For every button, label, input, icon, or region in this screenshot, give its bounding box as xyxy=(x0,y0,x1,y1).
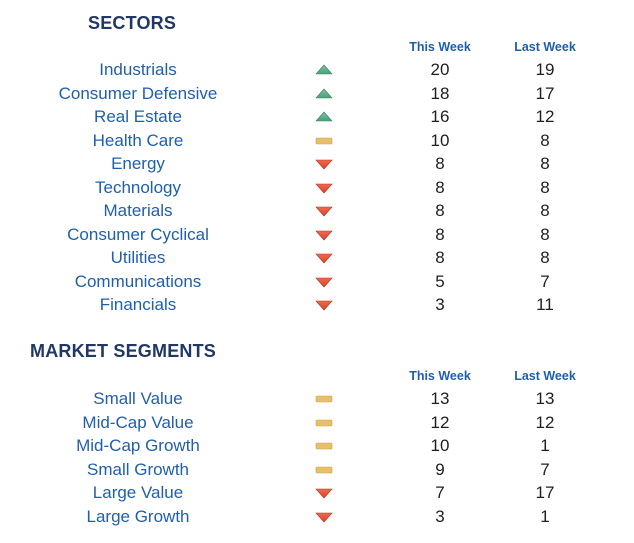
last-week-value: 8 xyxy=(540,248,550,267)
table-row: Technology 8 8 xyxy=(0,176,634,200)
table-row: Communications 5 7 xyxy=(0,270,634,294)
triangle-down-icon xyxy=(314,511,334,523)
row-label: Technology xyxy=(94,177,181,197)
this-week-value: 3 xyxy=(435,506,445,526)
last-week-value: 17 xyxy=(535,483,555,502)
this-week-value: 8 xyxy=(435,177,445,197)
this-week-value: 16 xyxy=(430,107,450,126)
triangle-down-icon xyxy=(314,299,334,311)
last-week-value: 8 xyxy=(540,177,550,197)
dash-icon xyxy=(314,135,334,147)
row-label: Consumer Defensive xyxy=(58,83,218,103)
this-week-value: 3 xyxy=(435,295,445,314)
this-week-value: 9 xyxy=(435,459,445,479)
dash-icon xyxy=(314,393,334,405)
row-label: Health Care xyxy=(92,130,184,150)
last-week-value: 12 xyxy=(535,412,555,432)
last-week-value: 8 xyxy=(540,130,550,150)
row-label: Industrials xyxy=(99,60,177,79)
row-label: Real Estate xyxy=(94,107,182,126)
triangle-down-icon xyxy=(314,229,334,241)
triangle-up-icon xyxy=(314,64,334,76)
table-row: Consumer Defensive 18 17 xyxy=(0,82,634,106)
triangle-down-icon xyxy=(314,252,334,264)
this-week-value: 20 xyxy=(430,60,450,79)
last-week-value: 12 xyxy=(535,107,555,126)
last-week-value: 8 xyxy=(540,201,550,220)
segments-column-this-week: This Week xyxy=(409,369,471,383)
row-label: Materials xyxy=(103,201,173,220)
triangle-down-icon xyxy=(314,276,334,288)
triangle-down-icon xyxy=(314,182,334,194)
this-week-value: 8 xyxy=(435,154,445,173)
triangle-up-icon xyxy=(314,111,334,123)
last-week-value: 7 xyxy=(540,271,550,291)
last-week-value: 1 xyxy=(540,436,550,455)
row-label: Mid-Cap Value xyxy=(82,412,194,432)
last-week-value: 7 xyxy=(540,459,550,479)
last-week-value: 8 xyxy=(540,224,550,244)
table-row: Small Value 13 13 xyxy=(0,387,634,411)
sectors-column-this-week: This Week xyxy=(409,40,471,54)
triangle-down-icon xyxy=(314,158,334,170)
table-row: Health Care 10 8 xyxy=(0,129,634,153)
this-week-value: 10 xyxy=(430,130,450,150)
row-label: Small Growth xyxy=(86,459,190,479)
sectors-column-last-week: Last Week xyxy=(514,40,576,54)
this-week-value: 12 xyxy=(430,412,450,432)
dash-icon xyxy=(314,440,334,452)
row-label: Large Value xyxy=(92,483,184,502)
this-week-value: 5 xyxy=(435,271,445,291)
market-segments-title: MARKET SEGMENTS xyxy=(30,341,217,361)
table-row: Materials 8 8 xyxy=(0,199,634,223)
table-row: Large Value 7 17 xyxy=(0,481,634,505)
table-row: Consumer Cyclical 8 8 xyxy=(0,223,634,247)
dash-icon xyxy=(314,464,334,476)
row-label: Energy xyxy=(111,154,165,173)
table-row: Utilities 8 8 xyxy=(0,246,634,270)
table-row: Large Growth 3 1 xyxy=(0,505,634,529)
last-week-value: 1 xyxy=(540,506,550,526)
row-label: Communications xyxy=(74,271,202,291)
triangle-down-icon xyxy=(314,205,334,217)
table-row: Small Growth 9 7 xyxy=(0,458,634,482)
last-week-value: 13 xyxy=(535,389,555,408)
last-week-value: 8 xyxy=(540,154,550,173)
row-label: Small Value xyxy=(93,389,183,408)
this-week-value: 10 xyxy=(430,436,450,455)
table-row: Industrials 20 19 xyxy=(0,58,634,82)
this-week-value: 8 xyxy=(435,248,445,267)
row-label: Financials xyxy=(99,295,177,314)
table-row: Mid-Cap Growth 10 1 xyxy=(0,434,634,458)
last-week-value: 17 xyxy=(535,83,555,103)
triangle-up-icon xyxy=(314,88,334,100)
segments-column-last-week: Last Week xyxy=(514,369,576,383)
triangle-down-icon xyxy=(314,487,334,499)
this-week-value: 7 xyxy=(435,483,445,502)
table-row: Energy 8 8 xyxy=(0,152,634,176)
this-week-value: 8 xyxy=(435,224,445,244)
this-week-value: 8 xyxy=(435,201,445,220)
row-label: Consumer Cyclical xyxy=(67,224,209,244)
table-row: Real Estate 16 12 xyxy=(0,105,634,129)
row-label: Mid-Cap Growth xyxy=(76,436,200,455)
this-week-value: 13 xyxy=(430,389,450,408)
dash-icon xyxy=(314,417,334,429)
table-row: Mid-Cap Value 12 12 xyxy=(0,411,634,435)
row-label: Large Growth xyxy=(86,506,190,526)
row-label: Utilities xyxy=(110,248,166,267)
table-row: Financials 3 11 xyxy=(0,293,634,317)
last-week-value: 11 xyxy=(536,295,554,314)
last-week-value: 19 xyxy=(535,60,555,79)
this-week-value: 18 xyxy=(430,83,450,103)
sectors-title: SECTORS xyxy=(88,13,177,33)
